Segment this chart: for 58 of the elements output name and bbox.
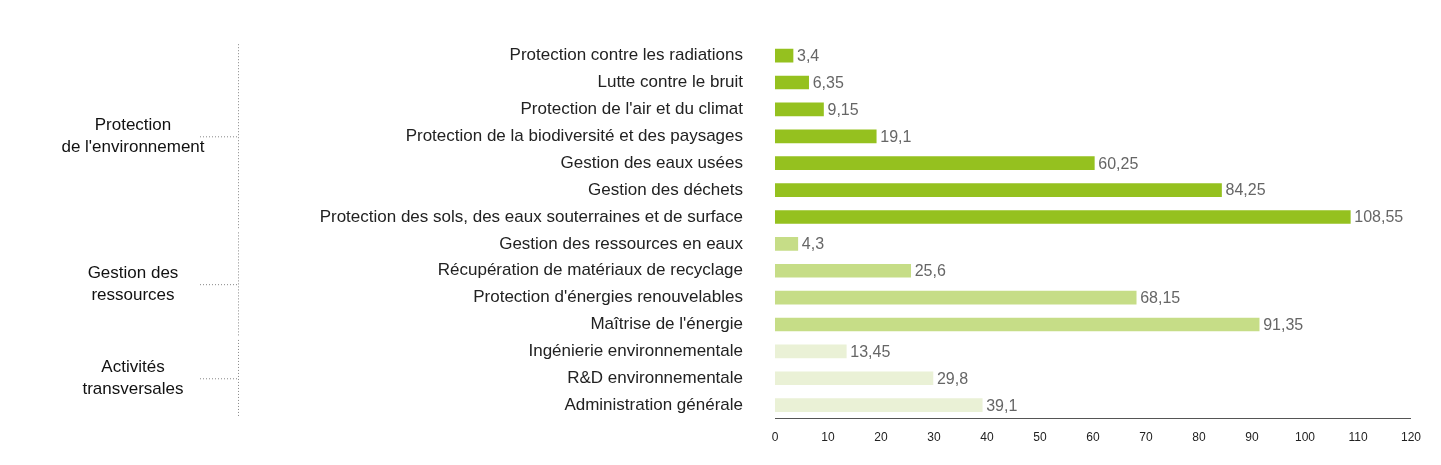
- data-label: 4,3: [801, 235, 825, 253]
- y-tick-label: Récupération de matériaux de recyclage: [437, 260, 743, 280]
- data-label: 91,35: [1263, 315, 1304, 333]
- x-tick-label: 80: [1192, 430, 1206, 445]
- data-label: 39,1: [986, 396, 1018, 414]
- x-tick-label: 0: [771, 430, 779, 445]
- y-tick-label: R&D environnementale: [567, 367, 743, 387]
- x-tick-label: 20: [874, 430, 888, 445]
- bar: [775, 371, 934, 386]
- data-label: 6,35: [812, 73, 844, 91]
- data-label: 68,15: [1140, 289, 1181, 307]
- bar: [775, 344, 847, 359]
- y-tick-label: Protection de l'air et du climat: [520, 99, 744, 119]
- x-tick-label: 70: [1139, 430, 1153, 445]
- y-tick-label: Protection d'énergies renouvelables: [473, 287, 743, 307]
- x-tick-label: 30: [927, 430, 941, 445]
- y-tick-label: Protection contre les radiations: [509, 45, 743, 65]
- bar: [775, 156, 1095, 171]
- text: Protection de l'environnement: [61, 114, 205, 156]
- bar: [775, 75, 809, 90]
- data-label: 29,8: [936, 369, 969, 387]
- bar: [775, 102, 824, 117]
- bar: [775, 48, 794, 63]
- bar: [775, 290, 1137, 305]
- data-label: 25,6: [914, 262, 946, 280]
- bar: [775, 210, 1351, 224]
- bar: [775, 398, 983, 412]
- data-label: 60,25: [1098, 154, 1139, 172]
- bar: [775, 317, 1260, 332]
- x-tick-label: 90: [1245, 430, 1259, 445]
- bar: [775, 129, 877, 144]
- x-tick-label: 40: [980, 430, 994, 445]
- y-tick-label: Maîtrise de l'énergie: [590, 314, 743, 334]
- y-tick-label: Protection de la biodiversité et des paysages: [405, 125, 743, 145]
- y-tick-label: Lutte contre le bruit: [597, 72, 744, 92]
- data-label: 3,4: [797, 47, 820, 65]
- x-tick-label: 50: [1033, 430, 1047, 445]
- data-label: 9,15: [827, 100, 859, 118]
- bar: [775, 183, 1222, 197]
- data-label: 84,25: [1225, 181, 1266, 199]
- text: Gestion des ressources: [87, 262, 179, 304]
- bar: [775, 263, 912, 278]
- x-tick-label: 100: [1294, 430, 1316, 445]
- data-label: 19,1: [880, 127, 912, 145]
- y-tick-label: Gestion des eaux usées: [560, 152, 743, 172]
- data-label: 13,45: [850, 342, 891, 360]
- y-tick-label: Gestion des ressources en eaux: [499, 233, 744, 253]
- text: Activités transversales: [82, 356, 184, 398]
- y-tick-label: Administration générale: [564, 394, 743, 414]
- x-tick-label: 10: [821, 430, 835, 445]
- y-tick-label: Ingénierie environnementale: [528, 341, 743, 361]
- bar: [775, 237, 799, 251]
- data-label: 108,55: [1354, 208, 1404, 226]
- y-tick-label: Gestion des déchets: [588, 179, 743, 199]
- x-tick-label: 60: [1086, 430, 1100, 445]
- x-tick-label: 110: [1348, 430, 1368, 445]
- x-tick-label: 120: [1400, 430, 1422, 445]
- y-tick-label: Protection des sols, des eaux souterraines et de surface: [319, 206, 743, 226]
